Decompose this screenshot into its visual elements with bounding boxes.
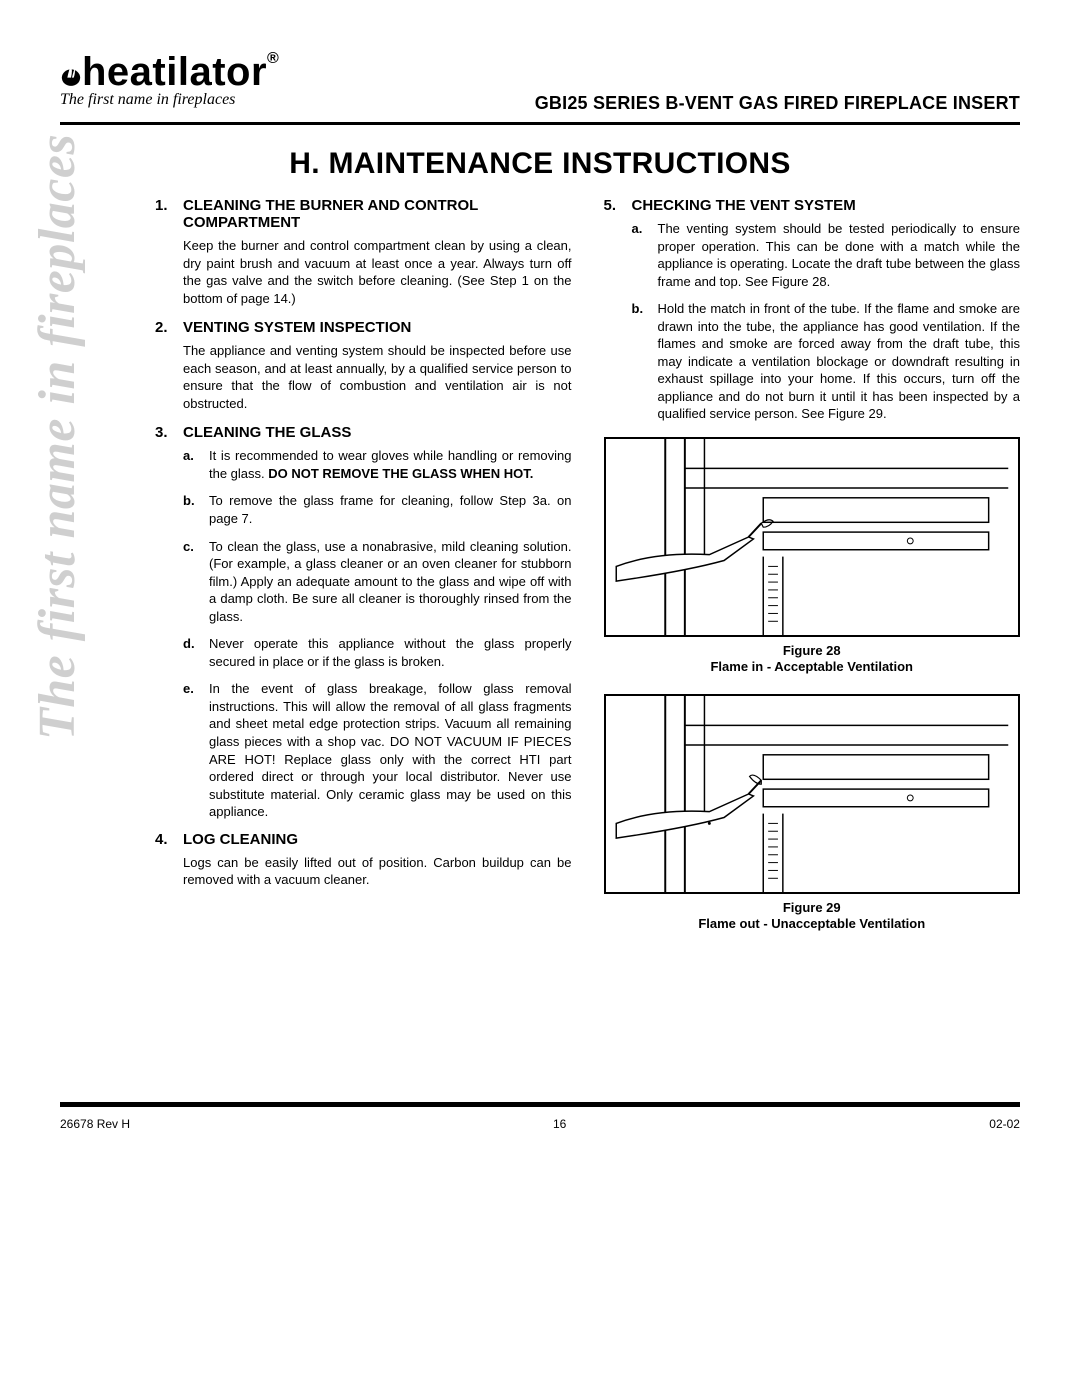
list-item: a.The venting system should be tested pe…: [632, 220, 1021, 290]
item-letter: a.: [632, 220, 648, 290]
content-columns: 1. CLEANING THE BURNER AND CONTROL COMPA…: [155, 189, 1020, 932]
item-letter: c.: [183, 538, 199, 626]
figure-29-caption: Figure 29 Flame out - Unacceptable Venti…: [604, 900, 1021, 933]
flame-icon: [60, 61, 82, 87]
section-4-title: LOG CLEANING: [183, 831, 298, 848]
footer-center: 16: [553, 1117, 566, 1131]
figure-28-caption: Figure 28 Flame in - Acceptable Ventilat…: [604, 643, 1021, 676]
section-5-list: a.The venting system should be tested pe…: [632, 220, 1021, 423]
footer-right: 02-02: [989, 1117, 1020, 1131]
figure-28-text: Flame in - Acceptable Ventilation: [710, 659, 913, 674]
item-letter: a.: [183, 447, 199, 482]
item-letter: d.: [183, 635, 199, 670]
figure-29-label: Figure 29: [783, 900, 841, 915]
list-item: c.To clean the glass, use a nonabrasive,…: [183, 538, 572, 626]
item-text: The venting system should be tested peri…: [658, 220, 1021, 290]
header-rule: [60, 122, 1020, 125]
section-5-heading: 5. CHECKING THE VENT SYSTEM: [604, 197, 1021, 214]
brand-registered: ®: [267, 50, 279, 67]
section-2-heading: 2. VENTING SYSTEM INSPECTION: [155, 319, 572, 336]
section-1-title: CLEANING THE BURNER AND CONTROL COMPARTM…: [183, 197, 572, 231]
figure-28-schematic: [606, 439, 1019, 635]
item-text: It is recommended to wear gloves while h…: [209, 447, 572, 482]
footer-left: 26678 Rev H: [60, 1117, 130, 1131]
section-2-title: VENTING SYSTEM INSPECTION: [183, 319, 411, 336]
section-1-num: 1.: [155, 197, 173, 231]
section-4-heading: 4. LOG CLEANING: [155, 831, 572, 848]
section-2-num: 2.: [155, 319, 173, 336]
footer-rule: [60, 1102, 1020, 1107]
list-item: b.Hold the match in front of the tube. I…: [632, 300, 1021, 423]
figure-29-schematic: [606, 696, 1019, 892]
item-text: To clean the glass, use a nonabrasive, m…: [209, 538, 572, 626]
section-2-body: The appliance and venting system should …: [183, 342, 572, 412]
section-1-heading: 1. CLEANING THE BURNER AND CONTROL COMPA…: [155, 197, 572, 231]
section-3-title: CLEANING THE GLASS: [183, 424, 351, 441]
section-3-num: 3.: [155, 424, 173, 441]
left-column: 1. CLEANING THE BURNER AND CONTROL COMPA…: [155, 189, 572, 932]
list-item: a. It is recommended to wear gloves whil…: [183, 447, 572, 482]
figure-28: [604, 437, 1021, 637]
page-header: heatilator® The first name in fireplaces…: [60, 50, 1020, 120]
item-text: Hold the match in front of the tube. If …: [658, 300, 1021, 423]
brand-name: heatilator: [82, 50, 267, 94]
item-text: To remove the glass frame for cleaning, …: [209, 492, 572, 527]
section-3-heading: 3. CLEANING THE GLASS: [155, 424, 572, 441]
list-item: d. Never operate this appliance without t…: [183, 635, 572, 670]
section-5-num: 5.: [604, 197, 622, 214]
section-4-num: 4.: [155, 831, 173, 848]
section-5-title: CHECKING THE VENT SYSTEM: [632, 197, 856, 214]
page-footer: 26678 Rev H 16 02-02: [60, 1117, 1020, 1131]
figure-29-text: Flame out - Unacceptable Ventilation: [698, 916, 925, 931]
right-column: 5. CHECKING THE VENT SYSTEM a.The ventin…: [604, 189, 1021, 932]
item-letter: b.: [183, 492, 199, 527]
section-4-body: Logs can be easily lifted out of positio…: [183, 854, 572, 889]
item-letter: b.: [632, 300, 648, 423]
page-title: H. MAINTENANCE INSTRUCTIONS: [60, 147, 1020, 181]
figure-29: [604, 694, 1021, 894]
list-item: b. To remove the glass frame for cleaning…: [183, 492, 572, 527]
brand-name-row: heatilator®: [60, 50, 279, 95]
section-1-body: Keep the burner and control compartment …: [183, 237, 572, 307]
item-letter: e.: [183, 680, 199, 820]
item-text: Never operate this appliance without the…: [209, 635, 572, 670]
item-text: In the event of glass breakage, follow g…: [209, 680, 572, 820]
list-item: e.In the event of glass breakage, follow…: [183, 680, 572, 820]
figure-28-label: Figure 28: [783, 643, 841, 658]
side-watermark: The first name in fireplaces: [28, 134, 87, 740]
brand-logo: heatilator® The first name in fireplaces: [60, 50, 279, 109]
section-3-list: a. It is recommended to wear gloves whil…: [183, 447, 572, 820]
product-line: GBI25 SERIES B-VENT GAS FIRED FIREPLACE …: [535, 93, 1020, 114]
